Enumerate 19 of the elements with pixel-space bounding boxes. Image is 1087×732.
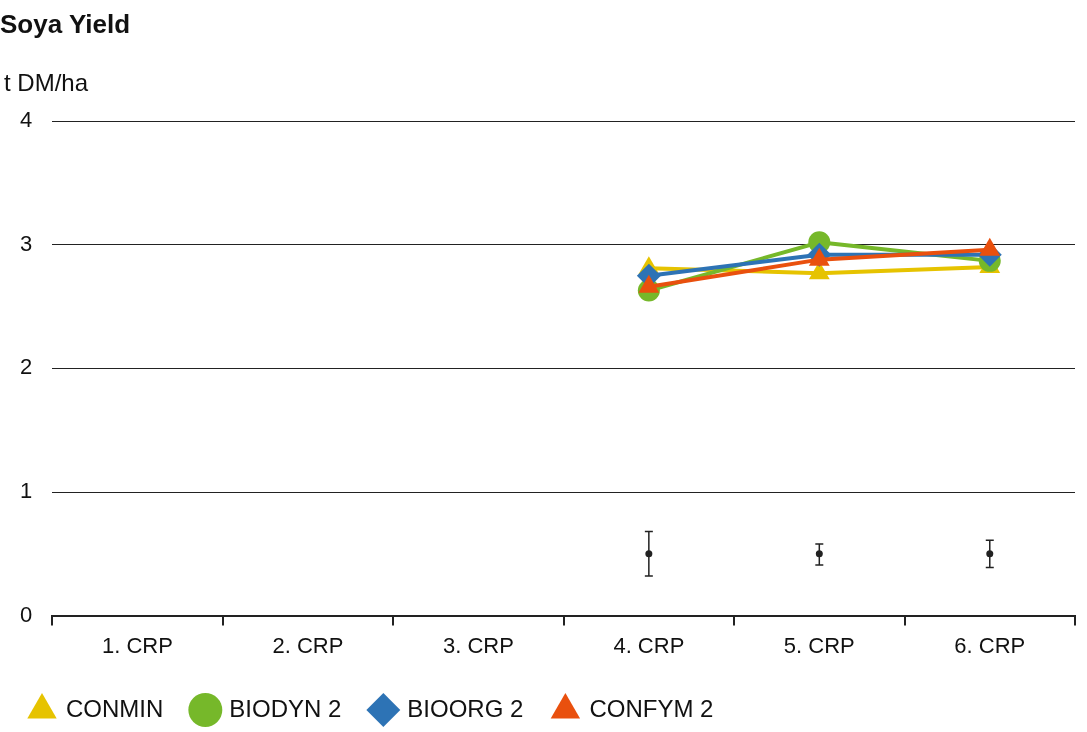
x-tick-label: 1. CRP [102,632,173,658]
x-tick-label: 5. CRP [783,632,855,658]
y-tick-label: 0 [19,601,33,627]
y-tick-label: 1 [19,478,33,504]
legend-label: CONMIN [66,694,164,722]
chart-title: Soya Yield [0,8,131,39]
y-tick-label: 4 [19,107,33,133]
y-axis-title: t DM/ha [4,68,89,96]
y-tick-label: 3 [19,230,33,256]
legend-label: CONFYM 2 [589,694,714,722]
x-tick-label: 2. CRP [272,632,344,658]
point [808,247,830,266]
x-tick-label: 6. CRP [954,632,1026,658]
x-tick-label: 4. CRP [613,632,685,658]
point [979,237,1001,256]
legend-label: BIODYN 2 [229,694,342,722]
x-tick-label: 3. CRP [442,632,514,658]
legend-label: BIOORG 2 [407,694,524,722]
y-tick-label: 2 [19,354,33,380]
